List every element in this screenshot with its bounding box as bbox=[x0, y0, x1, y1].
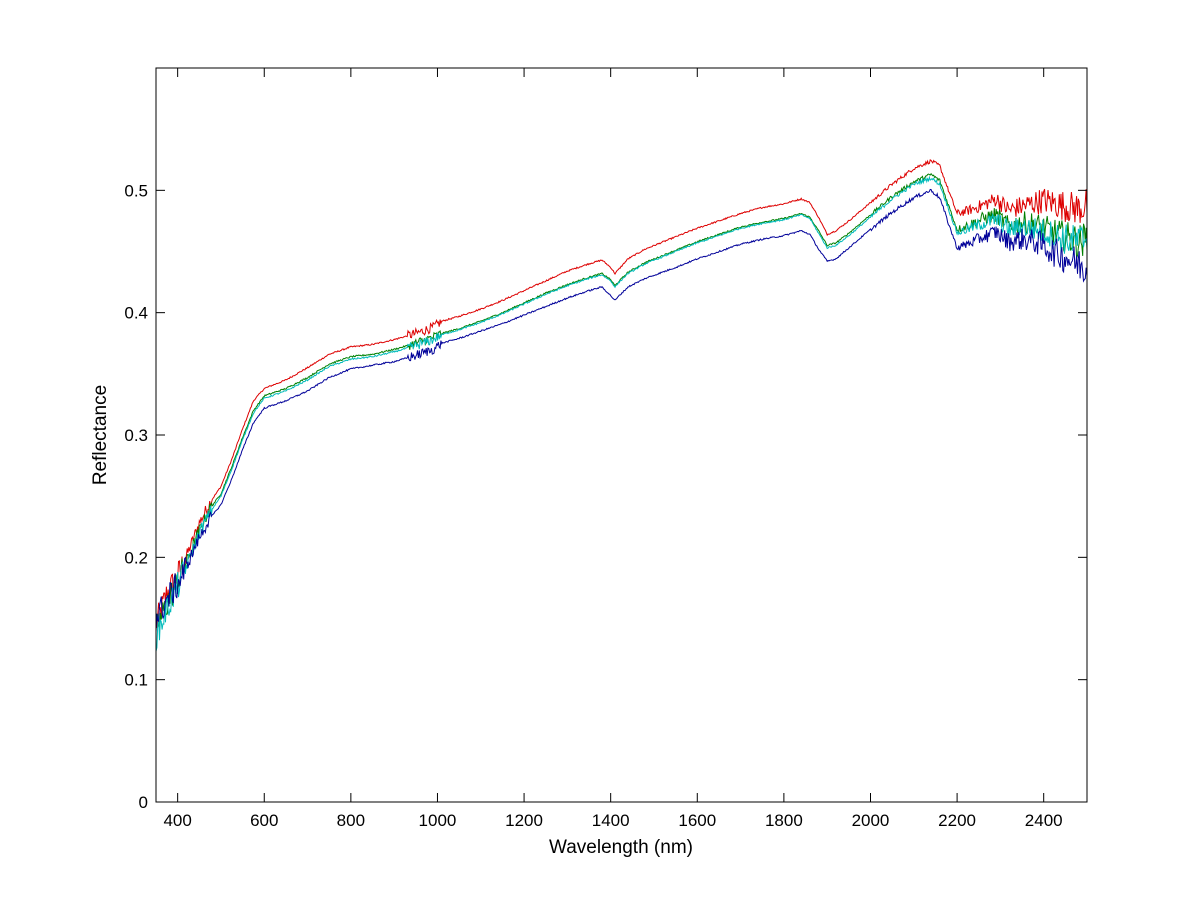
y-tick-label: 0.1 bbox=[124, 671, 148, 690]
y-tick-label: 0.3 bbox=[124, 426, 148, 445]
x-tick-label: 1400 bbox=[592, 811, 630, 830]
tick-layer: 400 600 800 1000 1200 1400 1600 1800 2000 2200 240… bbox=[124, 68, 1087, 830]
x-tick-label: 1000 bbox=[419, 811, 457, 830]
x-tick-label: 1800 bbox=[765, 811, 803, 830]
x-tick-label: 1200 bbox=[505, 811, 543, 830]
x-tick-label: 800 bbox=[337, 811, 365, 830]
series-line-2 bbox=[155, 172, 1088, 629]
series-layer bbox=[155, 159, 1088, 652]
x-tick-label: 2400 bbox=[1025, 811, 1063, 830]
y-tick-label: 0.5 bbox=[124, 181, 148, 200]
y-tick-label: 0.2 bbox=[124, 548, 148, 567]
x-tick-label: 2000 bbox=[852, 811, 890, 830]
series-line-4 bbox=[155, 188, 1088, 633]
x-tick-label: 600 bbox=[250, 811, 278, 830]
y-tick-label: 0.4 bbox=[124, 304, 148, 323]
x-tick-label: 2200 bbox=[938, 811, 976, 830]
series-line-1 bbox=[155, 159, 1088, 628]
series-line-3 bbox=[155, 175, 1088, 652]
x-tick-label: 400 bbox=[163, 811, 191, 830]
y-tick-label: 0 bbox=[139, 793, 148, 812]
x-axis-label: Wavelength (nm) bbox=[549, 837, 693, 858]
x-tick-label: 1600 bbox=[678, 811, 716, 830]
y-axis-label: Reflectance bbox=[90, 385, 111, 485]
